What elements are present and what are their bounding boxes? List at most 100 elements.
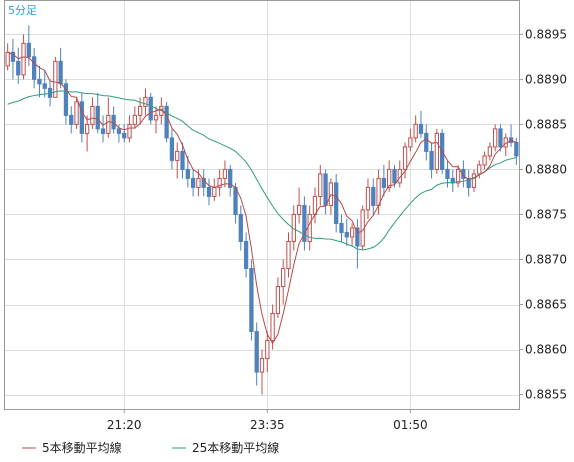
- candles: [5, 25, 519, 395]
- candle: [381, 164, 387, 197]
- candle: [42, 70, 47, 98]
- timeframe-label: 5分足: [8, 4, 37, 17]
- candle-body: [5, 51, 10, 67]
- candle: [196, 169, 201, 197]
- candle-body: [318, 173, 323, 197]
- candle-body: [349, 227, 355, 238]
- candle-body: [281, 267, 286, 288]
- candle-body: [455, 168, 461, 184]
- candle-body: [116, 128, 122, 134]
- candle-body: [387, 168, 392, 188]
- candle-body: [69, 114, 74, 125]
- candle: [143, 88, 148, 116]
- candle: [58, 47, 63, 89]
- candle-body: [270, 313, 275, 342]
- candle-body: [429, 150, 434, 170]
- candle: [148, 92, 153, 125]
- y-tick-label: 0.8880: [525, 162, 567, 176]
- candle: [180, 142, 185, 179]
- x-tick-label: 01:50: [393, 418, 428, 432]
- candle: [461, 160, 466, 188]
- candle: [281, 259, 286, 305]
- candle-body: [32, 56, 37, 80]
- candle: [201, 169, 206, 197]
- y-tick-label: 0.8895: [525, 27, 567, 41]
- candle-body: [434, 132, 440, 170]
- candle: [286, 232, 291, 278]
- candle-body: [10, 51, 16, 62]
- candle: [26, 25, 31, 66]
- candle: [487, 142, 492, 161]
- candle: [408, 128, 413, 152]
- candle-body: [42, 83, 47, 89]
- legend-item-ma5: 5本移動平均線: [22, 440, 122, 455]
- candle: [217, 169, 222, 197]
- y-tick-label: 0.8890: [525, 72, 567, 86]
- candle: [63, 79, 69, 125]
- candle: [111, 106, 116, 134]
- candle-body: [498, 128, 503, 148]
- candle: [100, 115, 106, 143]
- candle: [122, 124, 127, 143]
- candle-body: [466, 177, 471, 188]
- legend-item-ma25: 25本移動平均線: [172, 440, 279, 455]
- candle-body: [233, 186, 238, 215]
- x-tick-label: 21:20: [107, 418, 142, 432]
- candle-body: [196, 177, 201, 188]
- candle: [32, 47, 37, 89]
- candle-body: [487, 146, 492, 157]
- ma25-line: [7, 90, 517, 251]
- candle-body: [164, 105, 169, 139]
- candle: [344, 218, 349, 246]
- candle: [355, 218, 360, 269]
- candle-body: [323, 173, 328, 206]
- candle: [402, 142, 408, 179]
- candle-body: [365, 186, 371, 211]
- candle-body: [408, 137, 413, 148]
- y-tick-label: 0.8875: [525, 207, 567, 221]
- candle-body: [334, 182, 339, 224]
- candle-body: [302, 204, 307, 242]
- candle-body: [63, 83, 69, 116]
- candle-body: [339, 222, 344, 233]
- candle-body: [127, 123, 132, 139]
- candle-body: [376, 177, 381, 206]
- candle-body: [206, 186, 212, 197]
- x-axis: 21:20 23:35 01:50: [107, 409, 428, 432]
- candle: [37, 65, 42, 98]
- candle: [418, 110, 424, 138]
- ma5-line: [7, 51, 517, 345]
- candle: [450, 169, 455, 192]
- candle: [243, 232, 249, 278]
- candle-body: [482, 155, 487, 166]
- candle: [228, 164, 233, 197]
- candle-body: [217, 177, 222, 188]
- candle-body: [307, 213, 312, 242]
- candle: [190, 169, 196, 197]
- candle: [275, 277, 281, 319]
- grid: [5, 1, 519, 409]
- candle-body: [286, 240, 291, 269]
- candle: [493, 124, 498, 152]
- candle: [471, 169, 477, 192]
- candle-body: [228, 168, 233, 188]
- candle-body: [249, 267, 254, 333]
- candle-body: [106, 114, 111, 134]
- candle: [424, 124, 429, 161]
- x-tick-label: 23:35: [250, 418, 285, 432]
- candle: [482, 151, 487, 170]
- candle: [429, 142, 434, 179]
- candle-body: [137, 105, 143, 116]
- candle-body: [355, 227, 360, 247]
- candle-body: [122, 132, 127, 139]
- candle: [265, 331, 270, 373]
- candle: [206, 178, 212, 206]
- candle-body: [37, 78, 42, 85]
- candle: [212, 178, 217, 201]
- candle-body: [132, 114, 137, 125]
- candle-body: [402, 146, 408, 170]
- candle-body: [212, 186, 217, 197]
- candle-body: [185, 168, 190, 179]
- candle: [323, 169, 328, 215]
- candle-body: [180, 150, 185, 170]
